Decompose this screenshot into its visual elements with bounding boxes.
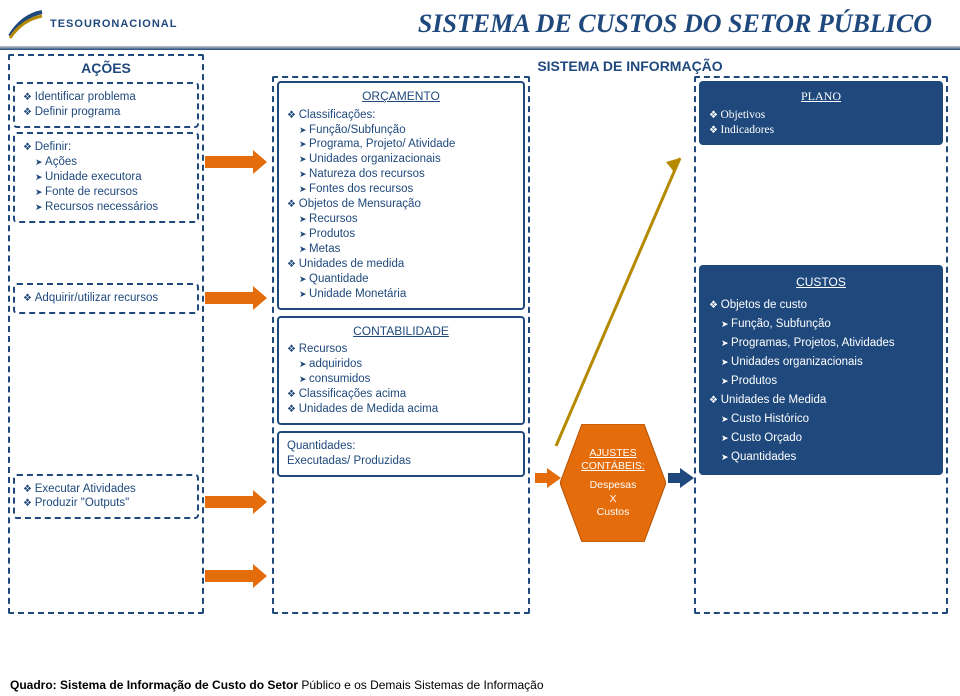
list-item: Definir programa [21,105,191,120]
list-item: Função/Subfunção [285,123,517,138]
list-item: Quantidade [285,272,517,287]
list-item: Executar Atividades [21,482,191,497]
sistema-right-group: PLANO ObjetivosIndicadores CUSTOS Objetos … [694,76,948,614]
list-item: Classificações acima [285,387,517,402]
page-title: SISTEMA DE CUSTOS DO SETOR PÚBLICO [318,9,952,39]
list-item: Natureza dos recursos [285,167,517,182]
list-item: Adquirir/utilizar recursos [21,291,191,306]
list-item: Fontes dos recursos [285,182,517,197]
list-item: Unidades de medida [285,257,517,272]
list-item: Definir: [21,140,191,155]
list-item: Metas [285,242,517,257]
ajustes-l1: AJUSTES [589,447,636,460]
list-item: Quantidades: [285,439,517,454]
arrow-icon [205,564,267,588]
list-item: Unidade executora [21,170,191,185]
arrow-icon [205,286,267,310]
ajustes-l5: Custos [597,506,630,519]
list-item: Unidades organizacionais [707,353,935,372]
arrow-icon [205,490,267,514]
list-item: Fonte de recursos [21,185,191,200]
contabilidade-title: CONTABILIDADE [285,324,517,340]
list-item: Unidades organizacionais [285,152,517,167]
acoes-box: Adquirir/utilizar recursos [13,283,199,314]
list-item: Recursos necessários [21,200,191,215]
list-item: Recursos [285,212,517,227]
ajustes-l4: X [609,493,616,506]
list-item: Unidades de Medida acima [285,402,517,417]
list-item: Objetos de Mensuração [285,197,517,212]
list-item: Executadas/ Produzidas [285,454,517,469]
acoes-group: AÇÕES Identificar problemaDefinir progra… [8,54,204,614]
list-item: Classificações: [285,108,517,123]
custos-box: CUSTOSObjetos de custoFunção, SubfunçãoP… [699,265,943,475]
list-item: Unidade Monetária [285,287,517,302]
plano-title: PLANO [707,89,935,105]
orcamento-box: ORÇAMENTO Classificações:Função/Subfunção… [277,81,525,310]
brand-logo: TESOURONACIONAL [8,6,318,42]
caption: Quadro: Sistema de Informação de Custo d… [10,678,544,692]
list-item: Função, Subfunção [707,315,935,334]
ajustes-l3: Despesas [590,479,637,492]
list-item: Programa, Projeto/ Atividade [285,137,517,152]
list-item: Objetivos [707,108,935,123]
sistema-left-group: ORÇAMENTO Classificações:Função/Subfunção… [272,76,530,614]
list-item: consumidos [285,372,517,387]
ajustes-node: AJUSTES CONTÁBEIS: Despesas X Custos [560,424,666,542]
arrow-icon [535,468,561,488]
arrow-icon [668,468,694,488]
acoes-box: Executar AtividadesProduzir "Outputs" [13,474,199,520]
list-item: Objetos de custo [707,296,935,315]
list-item: Unidades de Medida [707,391,935,410]
brand-name: TESOURONACIONAL [50,19,177,30]
list-item: Ações [21,155,191,170]
list-item: Custo Histórico [707,410,935,429]
quantidades-box: Quantidades:Executadas/ Produzidas [277,431,525,477]
list-item: adquiridos [285,357,517,372]
list-item: Produtos [285,227,517,242]
orcamento-title: ORÇAMENTO [285,89,517,105]
list-item: Custo Orçado [707,429,935,448]
list-item: Recursos [285,342,517,357]
acoes-title: AÇÕES [13,60,199,76]
list-item: Indicadores [707,123,935,138]
list-item: Quantidades [707,448,935,467]
custos-title: CUSTOS [707,273,935,293]
ajustes-l2: CONTÁBEIS: [581,460,645,473]
list-item: Identificar problema [21,90,191,105]
contabilidade-box: CONTABILIDADE Recursosadquiridosconsumido… [277,316,525,425]
arrow-icon [556,158,680,446]
plano-box: PLANO ObjetivosIndicadores [699,81,943,145]
sistema-title: SISTEMA DE INFORMAÇÃO [500,58,760,74]
swoosh-icon [8,6,44,42]
list-item: Produzir "Outputs" [21,496,191,511]
acoes-box: Definir:AçõesUnidade executoraFonte de r… [13,132,199,223]
arrow-icon [205,150,267,174]
acoes-box: Identificar problemaDefinir programa [13,82,199,128]
list-item: Programas, Projetos, Atividades [707,334,935,353]
list-item: Produtos [707,372,935,391]
